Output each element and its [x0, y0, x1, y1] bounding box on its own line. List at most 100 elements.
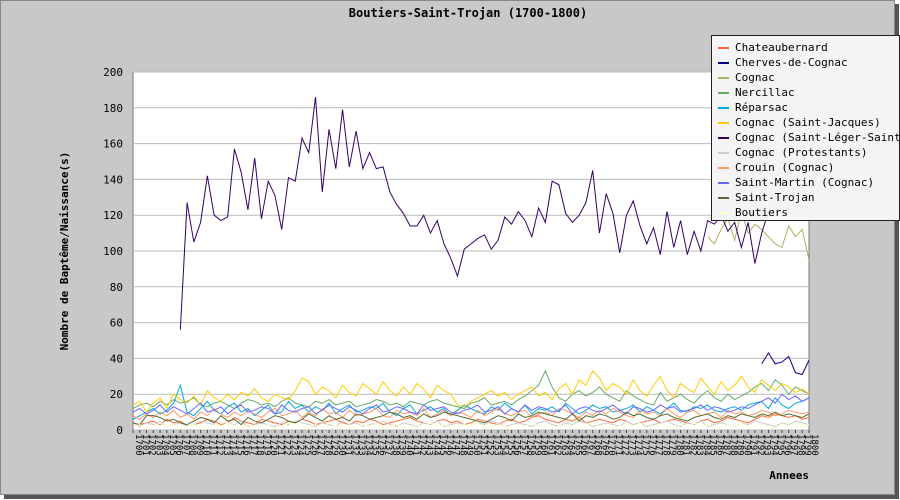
x-tick-label: 1754: [498, 434, 508, 456]
legend-label: Cognac (Saint-Jacques): [735, 116, 881, 129]
x-tick-label: 1749: [464, 434, 474, 456]
x-tick-label: 1738: [390, 434, 400, 456]
legend-swatch: [718, 106, 729, 109]
y-tick-label: 180: [103, 102, 123, 115]
y-tick-label: 80: [110, 281, 123, 294]
x-tick-label: 1735: [370, 434, 380, 456]
x-tick-label: 1726: [309, 434, 319, 456]
x-tick-label: 1768: [593, 434, 603, 456]
x-tick-label: 1746: [444, 434, 454, 456]
y-tick-label: 20: [110, 388, 123, 401]
x-tick-label: 1769: [599, 434, 609, 456]
legend-swatch: [718, 166, 729, 169]
legend-label: Cherves-de-Cognac: [735, 56, 848, 69]
x-tick-label: 1792: [755, 434, 765, 456]
x-tick-label: 1756: [512, 434, 522, 456]
x-tick-label: 1765: [572, 434, 582, 456]
legend: Chateaubernard Cherves-de-Cognac Cognac Ner…: [711, 35, 900, 221]
legend-item: Saint-Trojan: [712, 190, 814, 205]
legend-label: Chateaubernard: [735, 41, 828, 54]
x-tick-label: 1780: [674, 434, 684, 456]
x-tick-label: 1790: [741, 434, 751, 456]
y-tick-label: 140: [103, 173, 123, 186]
y-tick-label: 0: [116, 424, 123, 437]
legend-swatch: [718, 196, 729, 199]
x-tick-label: 1786: [714, 434, 724, 456]
legend-swatch: [718, 151, 729, 154]
x-tick-label: 1724: [295, 434, 305, 456]
x-tick-label: 1717: [248, 434, 258, 456]
x-tick-label: 1713: [221, 434, 231, 456]
x-tick-label: 1719: [261, 434, 271, 456]
x-tick-label: 1701: [140, 434, 150, 456]
x-tick-label: 1730: [336, 434, 346, 456]
x-tick-label: 1752: [485, 434, 495, 456]
x-tick-label: 1712: [214, 434, 224, 456]
x-tick-label: 1748: [457, 434, 467, 456]
legend-label: Boutiers: [735, 206, 788, 219]
y-tick-label: 40: [110, 352, 123, 365]
y-tick-label: 160: [103, 138, 123, 151]
x-tick-label: 1796: [782, 434, 792, 456]
x-tick-label: 1772: [620, 434, 630, 456]
x-tick-label: 1722: [282, 434, 292, 456]
x-tick-label: 1787: [721, 434, 731, 456]
series-line: [761, 352, 810, 376]
x-tick-label: 1732: [349, 434, 359, 456]
x-tick-label: 1714: [228, 434, 238, 456]
x-tick-label: 1733: [356, 434, 366, 456]
x-tick-label: 1716: [241, 434, 251, 456]
x-tick-label: 1725: [302, 434, 312, 456]
x-tick-label: 1742: [417, 434, 427, 456]
y-tick-label: 120: [103, 209, 123, 222]
x-tick-label: 1759: [532, 434, 542, 456]
x-tick-label: 1700: [133, 434, 143, 456]
legend-label: Nercillac: [735, 86, 795, 99]
x-tick-label: 1745: [437, 434, 447, 456]
x-tick-label: 1779: [667, 434, 677, 456]
x-tick-label: 1721: [275, 434, 285, 456]
x-tick-label: 1741: [410, 434, 420, 456]
x-tick-label: 1766: [579, 434, 589, 456]
x-tick-label: 1800: [809, 434, 819, 456]
legend-swatch: [718, 46, 729, 49]
legend-item: Boutiers: [712, 205, 788, 220]
legend-label: Réparsac: [735, 101, 788, 114]
legend-swatch: [718, 61, 729, 64]
legend-item: Saint-Martin (Cognac): [712, 175, 874, 190]
x-tick-label: 1791: [748, 434, 758, 456]
x-tick-label: 1706: [174, 434, 184, 456]
x-axis-label: Annees: [769, 469, 809, 482]
x-tick-label: 1760: [539, 434, 549, 456]
x-tick-label: 1773: [626, 434, 636, 456]
legend-item: Cognac (Saint-Jacques): [712, 115, 881, 130]
series-line: [132, 407, 810, 420]
x-tick-label: 1764: [566, 434, 576, 456]
legend-item: Cognac (Protestants): [712, 145, 867, 160]
legend-swatch: [718, 91, 729, 94]
x-tick-label: 1731: [343, 434, 353, 456]
x-tick-label: 1794: [768, 434, 778, 456]
x-tick-label: 1785: [708, 434, 718, 456]
x-tick-label: 1799: [802, 434, 812, 456]
legend-swatch: [718, 181, 729, 184]
x-tick-label: 1758: [525, 434, 535, 456]
x-tick-label: 1729: [329, 434, 339, 456]
x-tick-label: 1789: [735, 434, 745, 456]
x-tick-label: 1753: [491, 434, 501, 456]
series-line: [179, 96, 769, 330]
y-axis-label: Nombre de Baptême/Naissance(s): [58, 152, 71, 351]
legend-item: Chateaubernard: [712, 40, 828, 55]
x-tick-label: 1757: [518, 434, 528, 456]
legend-label: Saint-Trojan: [735, 191, 815, 204]
x-tick-label: 1782: [687, 434, 697, 456]
legend-item: Crouin (Cognac): [712, 160, 834, 175]
series-line: [132, 411, 810, 426]
x-tick-label: 1740: [403, 434, 413, 456]
x-tick-label: 1776: [647, 434, 657, 456]
x-tick-label: 1728: [322, 434, 332, 456]
legend-item: Réparsac: [712, 100, 788, 115]
x-tick-label: 1744: [430, 434, 440, 456]
x-tick-label: 1798: [795, 434, 805, 456]
